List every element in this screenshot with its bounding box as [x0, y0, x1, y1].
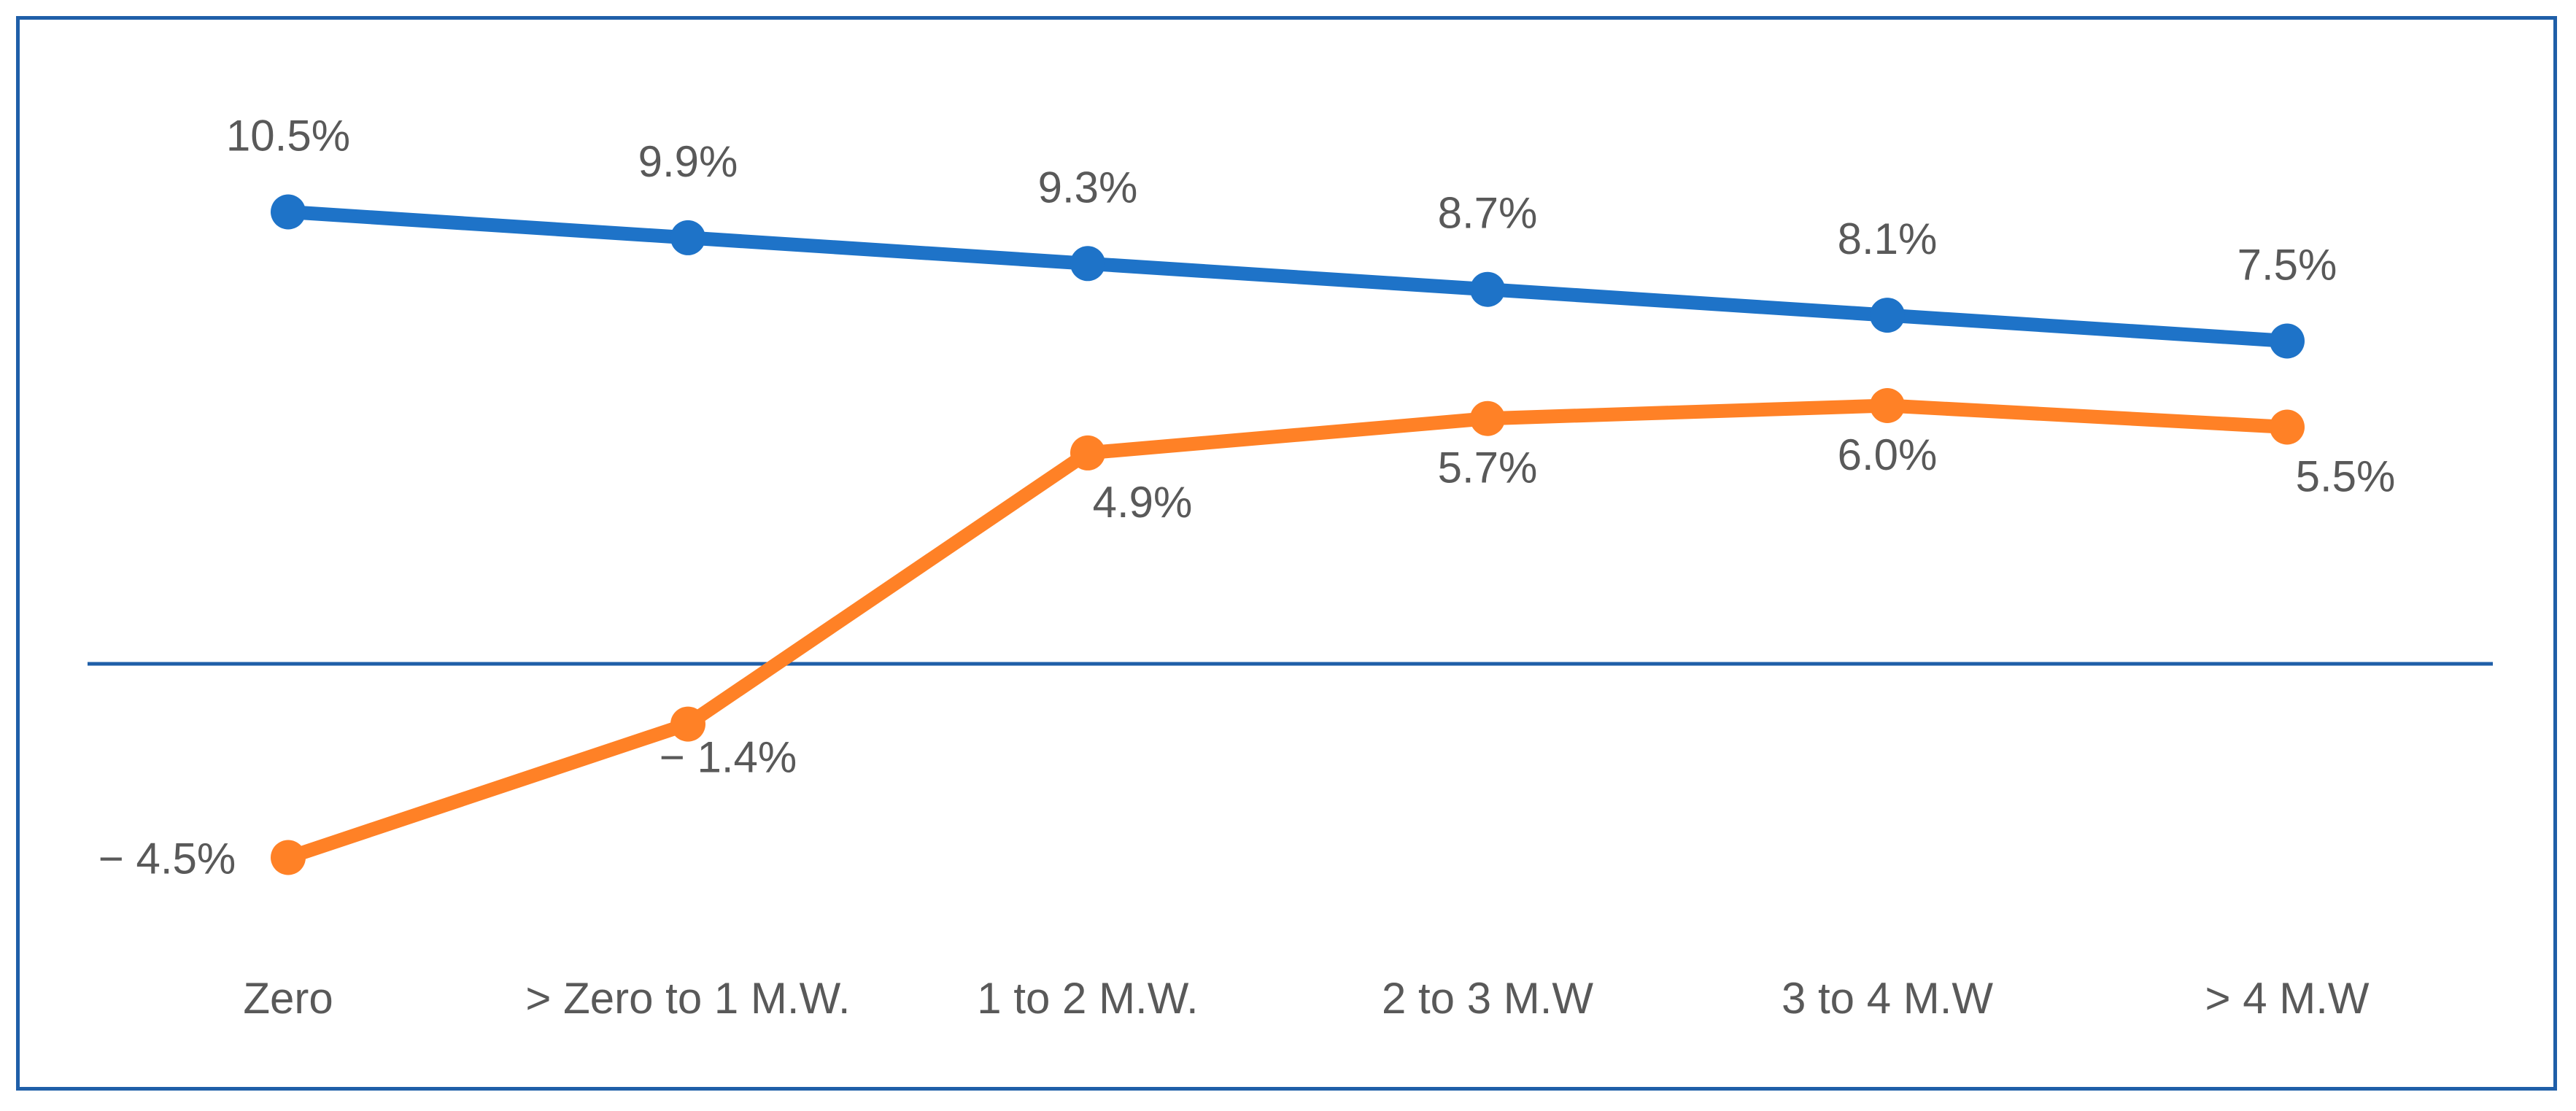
x-axis-category-label: 3 to 4 M.W: [1782, 974, 1993, 1023]
series-2-data-label: 5.5%: [2296, 452, 2396, 501]
x-axis-category-label: 1 to 2 M.W.: [977, 974, 1198, 1023]
line-chart: 10.5% 9.9% 9.3% 8.7% 8.1% 7.5% − 4.5% − 1.4% 4.9…: [88, 112, 2493, 1023]
chart-frame: 10.5% 9.9% 9.3% 8.7% 8.1% 7.5% − 4.5% − 1.4% 4.9…: [16, 16, 2557, 1091]
series-2-point: [1470, 400, 1505, 436]
series-1-line: [281, 205, 2294, 348]
series-1-point: [1070, 246, 1105, 282]
series-2-point: [271, 840, 306, 875]
x-axis-category-label: 2 to 3 M.W: [1382, 974, 1593, 1023]
series-2-point: [1870, 388, 1905, 423]
series-1-point: [1870, 298, 1905, 333]
series-2-point: [2270, 409, 2305, 445]
series-2-data-label: − 4.5%: [98, 835, 236, 883]
series-1-point: [670, 220, 705, 255]
series-1-point: [2270, 323, 2305, 359]
series-1-data-label: 9.3%: [1038, 163, 1138, 212]
series-1-data-label: 8.1%: [1838, 214, 1938, 263]
x-axis-category-label: > 4 M.W: [2205, 974, 2369, 1023]
series-2-point: [670, 706, 705, 742]
series-2-point: [1070, 435, 1105, 471]
series-2-data-label: − 1.4%: [660, 733, 797, 782]
series-1-data-label: 9.9%: [638, 137, 738, 186]
x-axis-category-label: Zero: [243, 974, 333, 1023]
x-axis-category-label: > Zero to 1 M.W.: [525, 974, 850, 1023]
series-1-data-label: 8.7%: [1438, 189, 1538, 238]
series-1-data-label: 7.5%: [2237, 241, 2337, 290]
series-2-data-label: 5.7%: [1438, 444, 1538, 492]
series-1-data-label: 10.5%: [226, 112, 350, 160]
series-1-point: [271, 194, 306, 230]
series-1-point: [1470, 271, 1505, 307]
series-2-data-label: 6.0%: [1838, 430, 1938, 479]
series-2-line: [281, 398, 2294, 864]
series-2-data-label: 4.9%: [1093, 478, 1193, 527]
